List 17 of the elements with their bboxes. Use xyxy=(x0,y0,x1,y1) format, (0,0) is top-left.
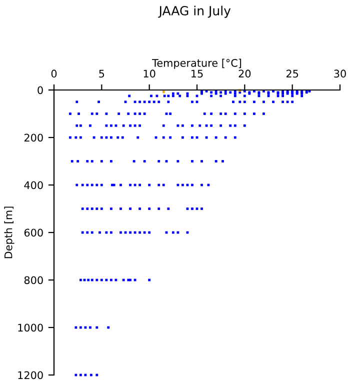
x-tick-label: 15 xyxy=(192,70,203,78)
y-tick-label: 800 xyxy=(24,276,43,284)
x-tick-label: 5 xyxy=(99,70,104,78)
x-tick-label: 0 xyxy=(51,70,57,78)
y-tick-label: 600 xyxy=(24,228,43,237)
y-tick-label: 400 xyxy=(24,181,43,190)
y-tick-label: 1000 xyxy=(18,324,43,332)
x-tick-label: 20 xyxy=(238,70,251,78)
y-tick-label: 1200 xyxy=(18,371,43,380)
x-tick-label: 30 xyxy=(334,70,346,78)
y-tick-label: 0 xyxy=(38,86,43,94)
x-axis-title: Temperature [°C] xyxy=(152,58,242,69)
x-tick-label: 10 xyxy=(144,70,156,78)
chart-title: JAAG in July xyxy=(158,6,231,18)
x-tick-label: 25 xyxy=(286,70,298,78)
y-tick-label: 200 xyxy=(24,134,43,142)
y-axis-title: Depth [m] xyxy=(4,206,14,258)
